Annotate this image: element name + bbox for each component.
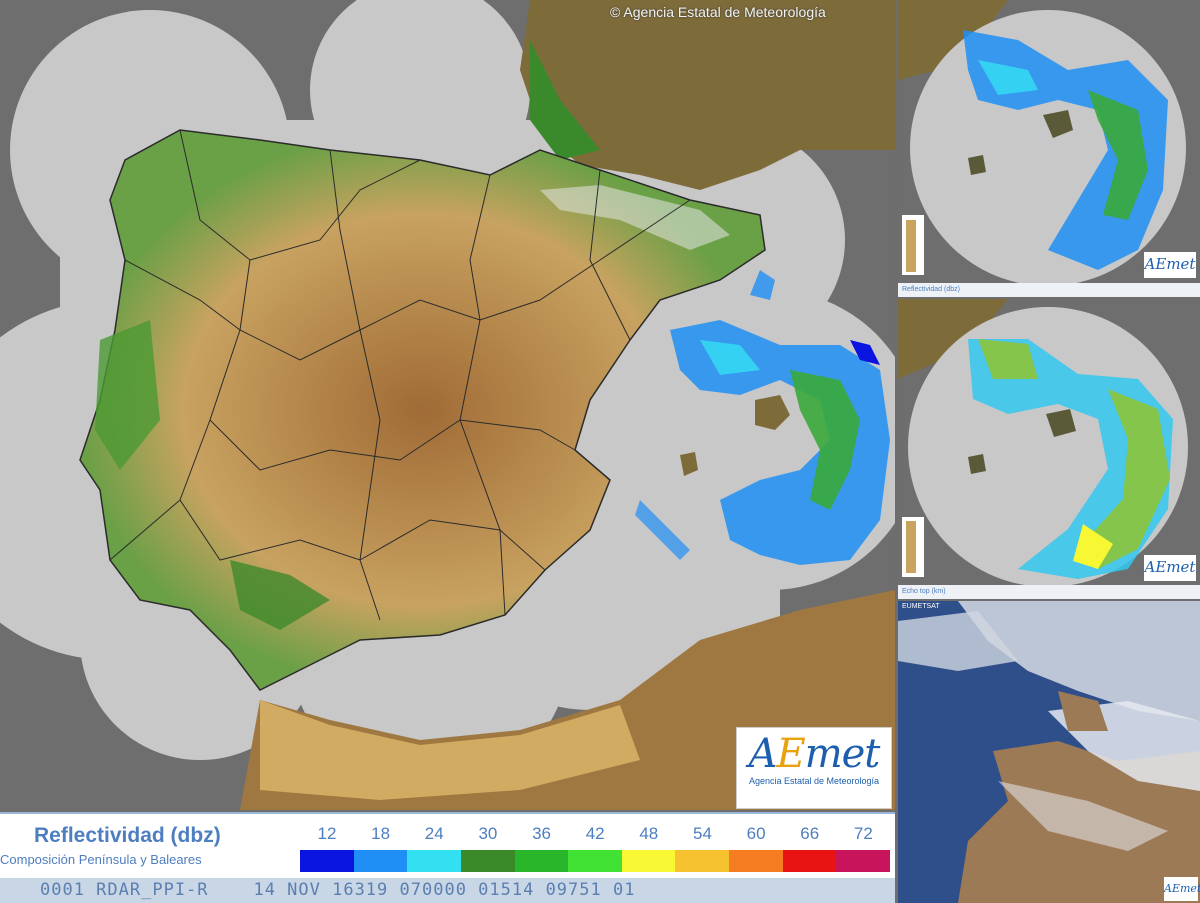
legend-swatch	[782, 850, 837, 872]
legend-swatch	[514, 850, 569, 872]
terrain-map	[0, 0, 895, 810]
legend-swatch	[729, 850, 783, 872]
legend-color-bar	[300, 850, 891, 872]
ibiza	[680, 452, 698, 476]
iberian-peninsula	[79, 129, 766, 691]
legend-value: 42	[585, 824, 605, 843]
radar-thumbnail-1	[898, 0, 1200, 297]
legend-swatch	[568, 850, 622, 872]
radar-thumbnail-2	[898, 299, 1200, 599]
radar1-mini-legend: Reflectividad (dbz)	[898, 283, 1200, 297]
thumbnail-radar-reflectivity[interactable]: AEmet Reflectividad (dbz)	[898, 0, 1200, 297]
france-terrain	[520, 0, 895, 190]
legend-value: 12	[317, 824, 337, 843]
legend-swatch	[836, 850, 891, 872]
legend-swatch	[621, 850, 676, 872]
copyright-notice: © Agencia Estatal de Meteorología	[610, 4, 826, 20]
mallorca	[755, 395, 790, 430]
legend-value: 60	[746, 824, 766, 843]
aemet-mini-logo: AEmet	[1164, 877, 1200, 901]
aemet-mini-logo: AEmet	[1144, 555, 1196, 581]
province-borders	[109, 129, 691, 621]
legend-subtitle: Composición Península y Baleares	[0, 852, 202, 867]
legend-value: 72	[853, 824, 873, 843]
radar-status-line: 0001 RDAR_PPI-R 14 NOV 16319 070000 0151…	[0, 878, 895, 903]
legend-value: 48	[639, 824, 659, 843]
legend-value: 24	[424, 824, 444, 843]
legend-value: 66	[800, 824, 820, 843]
legend-title: Reflectividad (dbz)	[34, 824, 221, 847]
legend-value: 36	[532, 824, 551, 843]
legend-swatch	[675, 850, 730, 872]
aemet-logo-wordmark: AEmet	[748, 731, 881, 777]
legend-swatch	[300, 850, 354, 872]
aemet-mini-logo: AEmet	[1144, 252, 1196, 278]
legend-value: 54	[692, 824, 712, 843]
legend-swatch	[407, 850, 461, 872]
radar-echoes	[635, 270, 890, 565]
legend-swatch	[353, 850, 408, 872]
legend-values: 12 18 24 30 36 42 48 54 60 66 72	[300, 824, 890, 846]
main-radar-map: © Agencia Estatal de Meteorología AEmet …	[0, 0, 895, 810]
thumbnail-radar-echo-top[interactable]: AEmet Echo top (km)	[898, 299, 1200, 599]
legend-value: 30	[478, 824, 498, 843]
legend-value: 18	[371, 824, 391, 843]
radar2-mini-legend: Echo top (km)	[898, 585, 1200, 599]
thumbnail-satellite[interactable]: EUMETSAT AEmet	[898, 601, 1200, 903]
aemet-logo: AEmet Agencia Estatal de Meteorología	[736, 727, 892, 809]
legend-swatch	[460, 850, 515, 872]
satellite-source-tag: EUMETSAT	[902, 603, 940, 610]
satellite-thumbnail	[898, 601, 1200, 903]
aemet-logo-subtitle: Agencia Estatal de Meteorología	[748, 776, 880, 786]
reflectivity-legend: Reflectividad (dbz) Composición Penínsul…	[0, 812, 895, 880]
